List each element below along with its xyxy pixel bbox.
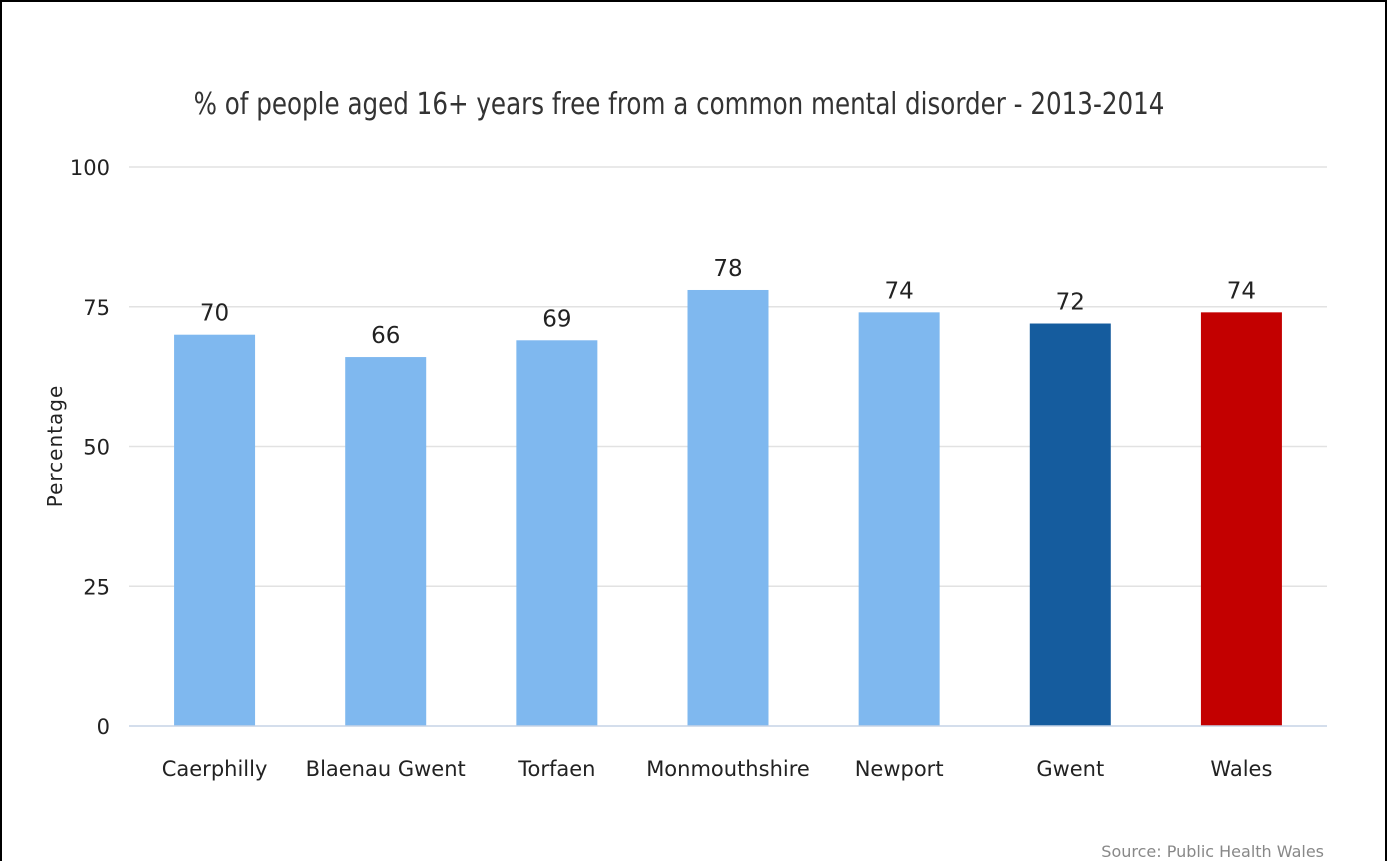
bar-gwent — [1029, 323, 1111, 726]
x-tick-label: Blaenau Gwent — [306, 757, 466, 781]
data-label: 69 — [542, 306, 571, 332]
bar-caerphilly — [174, 334, 256, 726]
x-tick-label: Torfaen — [517, 757, 595, 781]
x-tick-label: Caerphilly — [162, 757, 268, 781]
source-credit: Source: Public Health Wales — [1101, 842, 1324, 861]
data-label: 74 — [885, 278, 914, 304]
data-label: 72 — [1056, 290, 1085, 316]
data-label: 70 — [200, 301, 229, 327]
y-tick-label: 100 — [70, 156, 110, 180]
x-tick-label: Gwent — [1036, 757, 1104, 781]
bars — [174, 289, 1282, 726]
y-tick-labels: 0 25 50 75 100 — [70, 156, 110, 739]
data-label: 78 — [713, 256, 742, 282]
x-tick-label: Monmouthshire — [646, 757, 810, 781]
bar-newport — [858, 312, 940, 726]
chart-title: % of people aged 16+ years free from a c… — [194, 88, 1165, 122]
y-axis-title: Percentage — [43, 385, 67, 508]
y-tick-label: 50 — [83, 436, 110, 460]
x-tick-label: Newport — [855, 757, 944, 781]
data-label: 66 — [371, 323, 400, 349]
y-tick-label: 25 — [83, 575, 110, 599]
y-tick-label: 0 — [97, 715, 110, 739]
bar-blaenau-gwent — [345, 357, 427, 726]
data-labels: 70 66 69 78 74 72 74 — [200, 256, 1256, 349]
x-tick-labels: Caerphilly Blaenau Gwent Torfaen Monmouthsh… — [162, 757, 1273, 781]
data-label: 74 — [1227, 278, 1256, 304]
bar-monmouthshire — [687, 289, 769, 726]
bar-torfaen — [516, 340, 598, 726]
x-tick-label: Wales — [1210, 757, 1272, 781]
bar-wales — [1200, 312, 1282, 726]
y-tick-label: 75 — [83, 296, 110, 320]
